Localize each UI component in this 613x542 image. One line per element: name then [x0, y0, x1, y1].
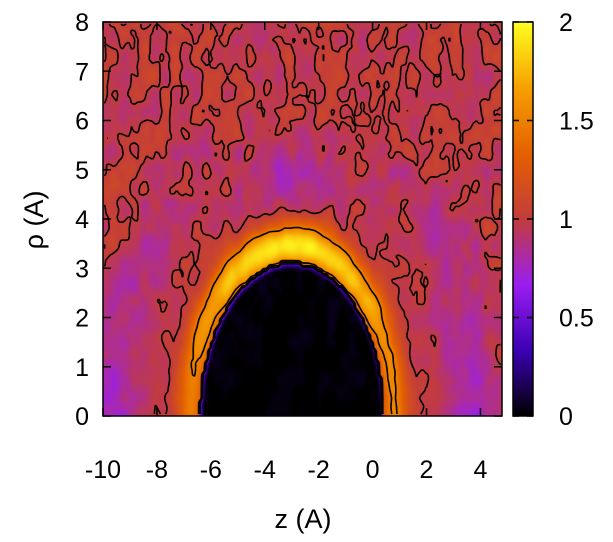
y-tick-label: 8: [75, 9, 89, 37]
y-tick-label: 7: [75, 58, 89, 86]
x-tick-label: -10: [85, 456, 121, 484]
contour-level-0: [199, 263, 383, 414]
y-tick-label: 1: [75, 354, 89, 382]
contour-level-1: [103, 23, 502, 415]
heatmap-image: [103, 22, 502, 416]
x-tick-label: 0: [366, 456, 380, 484]
y-axis-title: ρ (A): [19, 191, 49, 250]
colorbar-tick-label: 0.5: [559, 305, 594, 333]
colorbar-tick-label: 2: [559, 9, 573, 37]
x-tick-label: -6: [200, 456, 222, 484]
x-tick-label: -8: [146, 456, 168, 484]
x-tick-label: -2: [308, 456, 330, 484]
y-tick-label: 5: [75, 157, 89, 185]
colorbar-axis: 0 0.5 1 1.5 2: [513, 9, 594, 431]
x-axis: -10 -8 -6 -4 -2 0 2 4: [85, 22, 487, 484]
y-tick-label: 4: [75, 206, 89, 234]
y-tick-label: 2: [75, 305, 89, 333]
x-axis-title: z (A): [275, 504, 332, 534]
y-tick-label: 0: [75, 403, 89, 431]
colorbar-tick-label: 1.5: [559, 108, 594, 136]
y-tick-label: 3: [75, 255, 89, 283]
colorbar-tick-label: 0: [559, 403, 573, 431]
x-tick-label: 4: [473, 456, 487, 484]
colorbar-tick-label: 1: [559, 206, 573, 234]
x-tick-label: 2: [420, 456, 434, 484]
y-axis: 0 1 2 3 4 5 6 7 8: [75, 9, 502, 431]
contour-lines: [103, 23, 502, 415]
contour-level-2: [190, 226, 398, 415]
x-tick-label: -4: [254, 456, 276, 484]
y-tick-label: 6: [75, 108, 89, 136]
